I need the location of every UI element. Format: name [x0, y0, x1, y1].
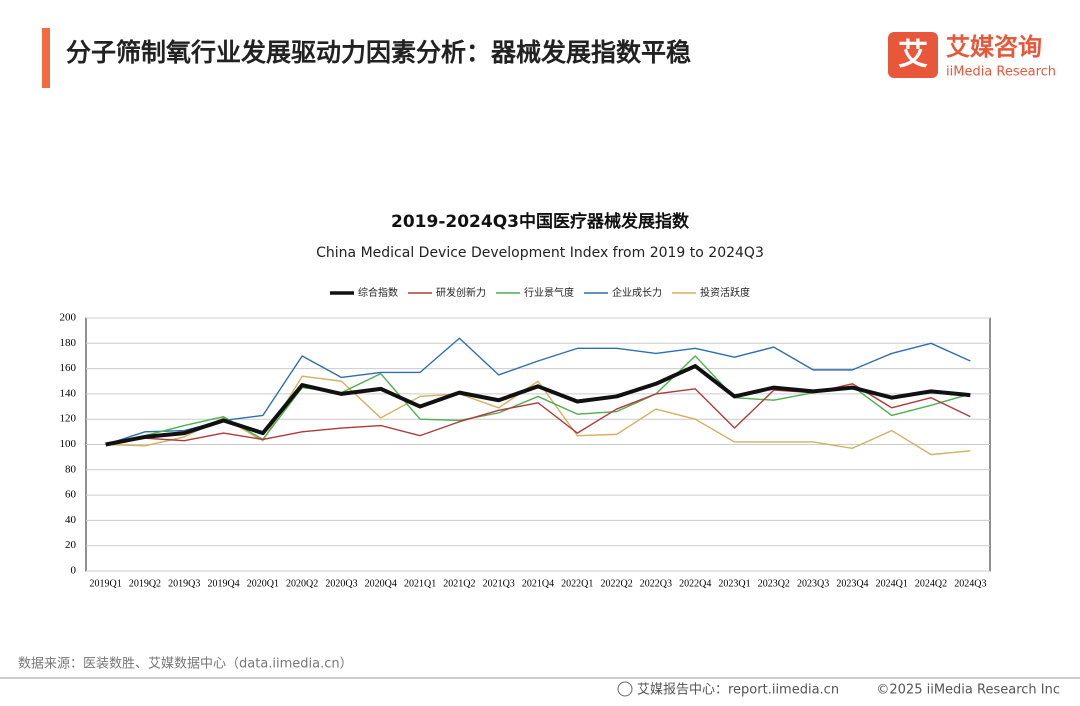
x-tick-label: 2022Q1	[561, 578, 593, 589]
x-tick-label: 2021Q2	[443, 578, 475, 589]
y-tick-label: 20	[65, 539, 77, 551]
x-tick-label: 2022Q2	[600, 578, 632, 589]
source: 数据来源：医装数胜、艾媒数据中心（data.iimedia.cn）	[18, 657, 353, 672]
series-line	[105, 364, 971, 447]
series-line	[105, 383, 971, 446]
y-tick-label: 100	[60, 438, 77, 450]
logo-icon	[888, 32, 938, 78]
legend-label: 研发创新力	[436, 286, 486, 299]
x-tick-label: 2023Q3	[797, 578, 829, 589]
legend-label: 综合指数	[358, 286, 398, 299]
y-tick-label: 200	[60, 312, 77, 324]
x-tick-label: 2019Q4	[207, 578, 239, 589]
x-tick-label: 2021Q3	[483, 578, 515, 589]
y-tick-label: 80	[65, 463, 77, 475]
x-tick-label: 2019Q2	[129, 578, 161, 589]
x-tick-label: 2023Q1	[718, 578, 750, 589]
x-tick-label: 2022Q3	[640, 578, 672, 589]
x-tick-label: 2019Q3	[168, 578, 200, 589]
x-tick-label: 2020Q3	[325, 578, 357, 589]
chart-subtitle: China Medical Device Development Index f…	[316, 245, 764, 261]
x-tick-label: 2023Q4	[836, 578, 868, 589]
page-title: 分子筛制氧行业发展驱动力因素分析：器械发展指数平稳	[66, 38, 691, 67]
y-tick-label: 180	[60, 337, 77, 349]
x-tick-label: 2024Q1	[876, 578, 908, 589]
x-tick-label: 2021Q1	[404, 578, 436, 589]
legend-label: 企业成长力	[612, 286, 662, 299]
x-tick-label: 2023Q2	[758, 578, 790, 589]
x-tick-label: 2024Q2	[915, 578, 947, 589]
y-tick-label: 120	[60, 413, 77, 425]
x-tick-label: 2022Q4	[679, 578, 711, 589]
x-tick-label: 2024Q3	[954, 578, 986, 589]
logo-glyph: 艾	[898, 38, 928, 73]
accent-bar	[42, 28, 50, 88]
logo-sub: iiMedia Research	[946, 65, 1056, 80]
series-line	[105, 375, 971, 456]
x-tick-label: 2020Q1	[247, 578, 279, 589]
legend-label: 投资活跃度	[700, 286, 750, 299]
footer-copyright: ©2025 iiMedia Research Inc	[876, 683, 1060, 698]
y-tick-label: 40	[65, 514, 77, 526]
legend-label: 行业景气度	[524, 286, 574, 299]
x-tick-label: 2020Q2	[286, 578, 318, 589]
y-tick-label: 60	[65, 489, 77, 501]
y-tick-label: 160	[60, 362, 77, 374]
y-tick-label: 140	[60, 387, 77, 399]
series-line	[105, 337, 971, 446]
y-tick-label: 0	[71, 565, 77, 577]
footer-icon	[617, 681, 633, 697]
logo-text: 艾媒咨询	[946, 33, 1042, 61]
x-tick-label: 2021Q4	[522, 578, 554, 589]
x-tick-label: 2020Q4	[365, 578, 397, 589]
footer-report: 艾媒报告中心：report.iimedia.cn	[637, 683, 839, 698]
chart-title: 2019-2024Q3中国医疗器械发展指数	[391, 211, 690, 232]
x-tick-label: 2019Q1	[90, 578, 122, 589]
